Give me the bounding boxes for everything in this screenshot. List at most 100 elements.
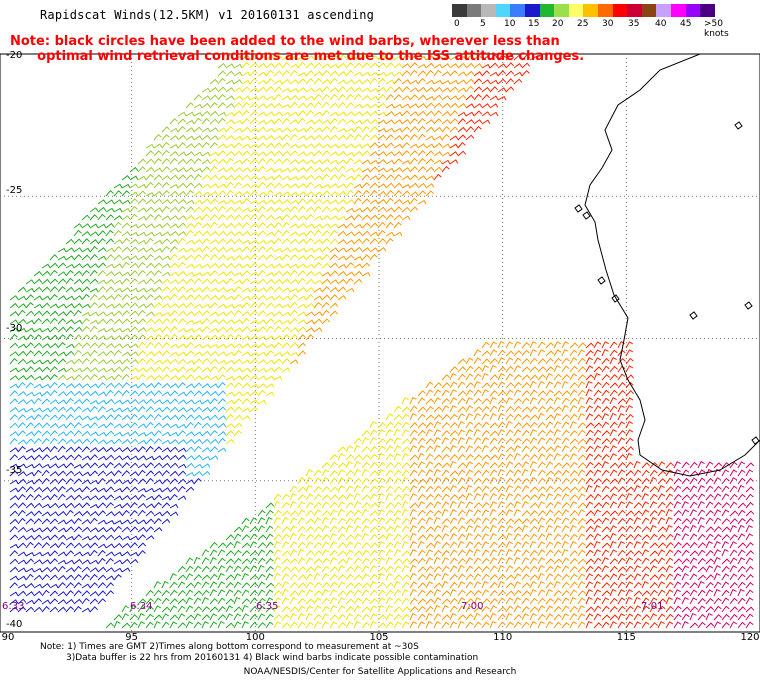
- wind-barb: [17, 335, 27, 341]
- wind-barb: [417, 55, 427, 61]
- wind-barb: [41, 437, 50, 445]
- wind-barb: [217, 93, 226, 101]
- wind-barb: [185, 229, 194, 237]
- wind-barb: [145, 414, 154, 421]
- wind-barb: [569, 565, 578, 573]
- wind-barb: [33, 598, 42, 605]
- wind-barb: [545, 437, 554, 445]
- wind-barb: [601, 381, 610, 389]
- wind-barb: [425, 175, 435, 181]
- wind-barb: [177, 255, 187, 261]
- wind-barb: [529, 574, 539, 581]
- wind-barb: [497, 390, 507, 397]
- wind-barb: [361, 597, 370, 605]
- wind-barb: [297, 605, 306, 613]
- wind-barb: [161, 462, 171, 469]
- wind-barb: [321, 238, 330, 245]
- wind-barb: [201, 253, 210, 261]
- wind-barb: [289, 111, 299, 117]
- wind-barb: [457, 150, 467, 157]
- wind-barb: [385, 453, 394, 461]
- wind-barb: [169, 150, 179, 157]
- wind-barb: [289, 558, 298, 565]
- wind-barb: [337, 469, 346, 477]
- wind-barb: [321, 86, 330, 93]
- wind-barb: [153, 407, 163, 413]
- wind-barb: [489, 565, 498, 573]
- wind-barb: [249, 517, 258, 525]
- wind-barb: [145, 613, 154, 621]
- wind-barb: [449, 525, 458, 533]
- wind-barb: [297, 247, 307, 253]
- wind-barb: [417, 598, 427, 605]
- wind-barb: [217, 572, 225, 581]
- wind-barb: [425, 86, 435, 93]
- wind-barb: [289, 342, 299, 349]
- wind-barb: [433, 469, 441, 477]
- wind-barb: [169, 614, 179, 621]
- wind-barb: [161, 133, 170, 141]
- wind-barb: [401, 429, 410, 437]
- wind-barb: [17, 478, 27, 485]
- wind-barb: [193, 173, 202, 181]
- wind-barb: [569, 501, 578, 509]
- wind-barb: [265, 272, 275, 277]
- wind-barb: [25, 359, 35, 365]
- wind-barb: [89, 269, 98, 277]
- wind-barb: [561, 525, 570, 533]
- wind-barb: [17, 327, 27, 333]
- wind-barb: [185, 143, 195, 149]
- wind-barb: [585, 518, 595, 525]
- wind-barb: [185, 287, 195, 293]
- wind-barb: [265, 214, 275, 221]
- wind-barb: [361, 168, 371, 173]
- wind-barb: [161, 621, 170, 629]
- wind-barb: [97, 566, 107, 573]
- wind-barb: [145, 518, 155, 525]
- wind-barb: [169, 253, 178, 261]
- wind-barb: [521, 374, 531, 381]
- wind-barb: [153, 390, 163, 397]
- wind-barb: [257, 310, 267, 317]
- wind-barb: [585, 565, 594, 573]
- wind-barb: [177, 222, 187, 229]
- wind-barb: [353, 173, 362, 181]
- wind-barb: [329, 477, 338, 485]
- wind-barb: [49, 478, 59, 485]
- wind-barb: [689, 541, 698, 549]
- wind-barb: [369, 510, 379, 517]
- wind-barb: [337, 173, 346, 181]
- wind-barb: [401, 550, 411, 557]
- wind-barb: [105, 214, 114, 221]
- wind-barb: [233, 174, 243, 181]
- wind-barb: [489, 557, 498, 565]
- wind-barb: [537, 621, 545, 629]
- wind-barb: [25, 606, 35, 613]
- wind-barb: [305, 102, 315, 109]
- wind-barb: [73, 406, 82, 413]
- wind-barb: [217, 271, 227, 277]
- wind-barb: [529, 589, 537, 597]
- wind-barb: [433, 509, 442, 517]
- wind-barb: [209, 343, 219, 349]
- wind-barb: [361, 502, 371, 509]
- wind-barb: [225, 288, 235, 293]
- wind-barb: [481, 533, 490, 541]
- wind-barb: [217, 262, 227, 269]
- wind-barb: [33, 391, 43, 397]
- wind-barb: [145, 438, 154, 445]
- wind-barb: [553, 453, 561, 461]
- wind-barb: [505, 574, 515, 581]
- wind-barb: [129, 287, 139, 293]
- wind-barb: [529, 533, 538, 541]
- wind-barb: [249, 605, 258, 613]
- wind-barb: [345, 582, 355, 589]
- wind-barb: [249, 222, 259, 229]
- wind-barb: [121, 373, 130, 381]
- wind-barb: [177, 598, 187, 605]
- wind-barb: [249, 110, 259, 117]
- wind-barb: [353, 238, 363, 245]
- wind-barb: [553, 493, 562, 501]
- wind-barb: [41, 390, 51, 397]
- wind-barb: [465, 492, 473, 501]
